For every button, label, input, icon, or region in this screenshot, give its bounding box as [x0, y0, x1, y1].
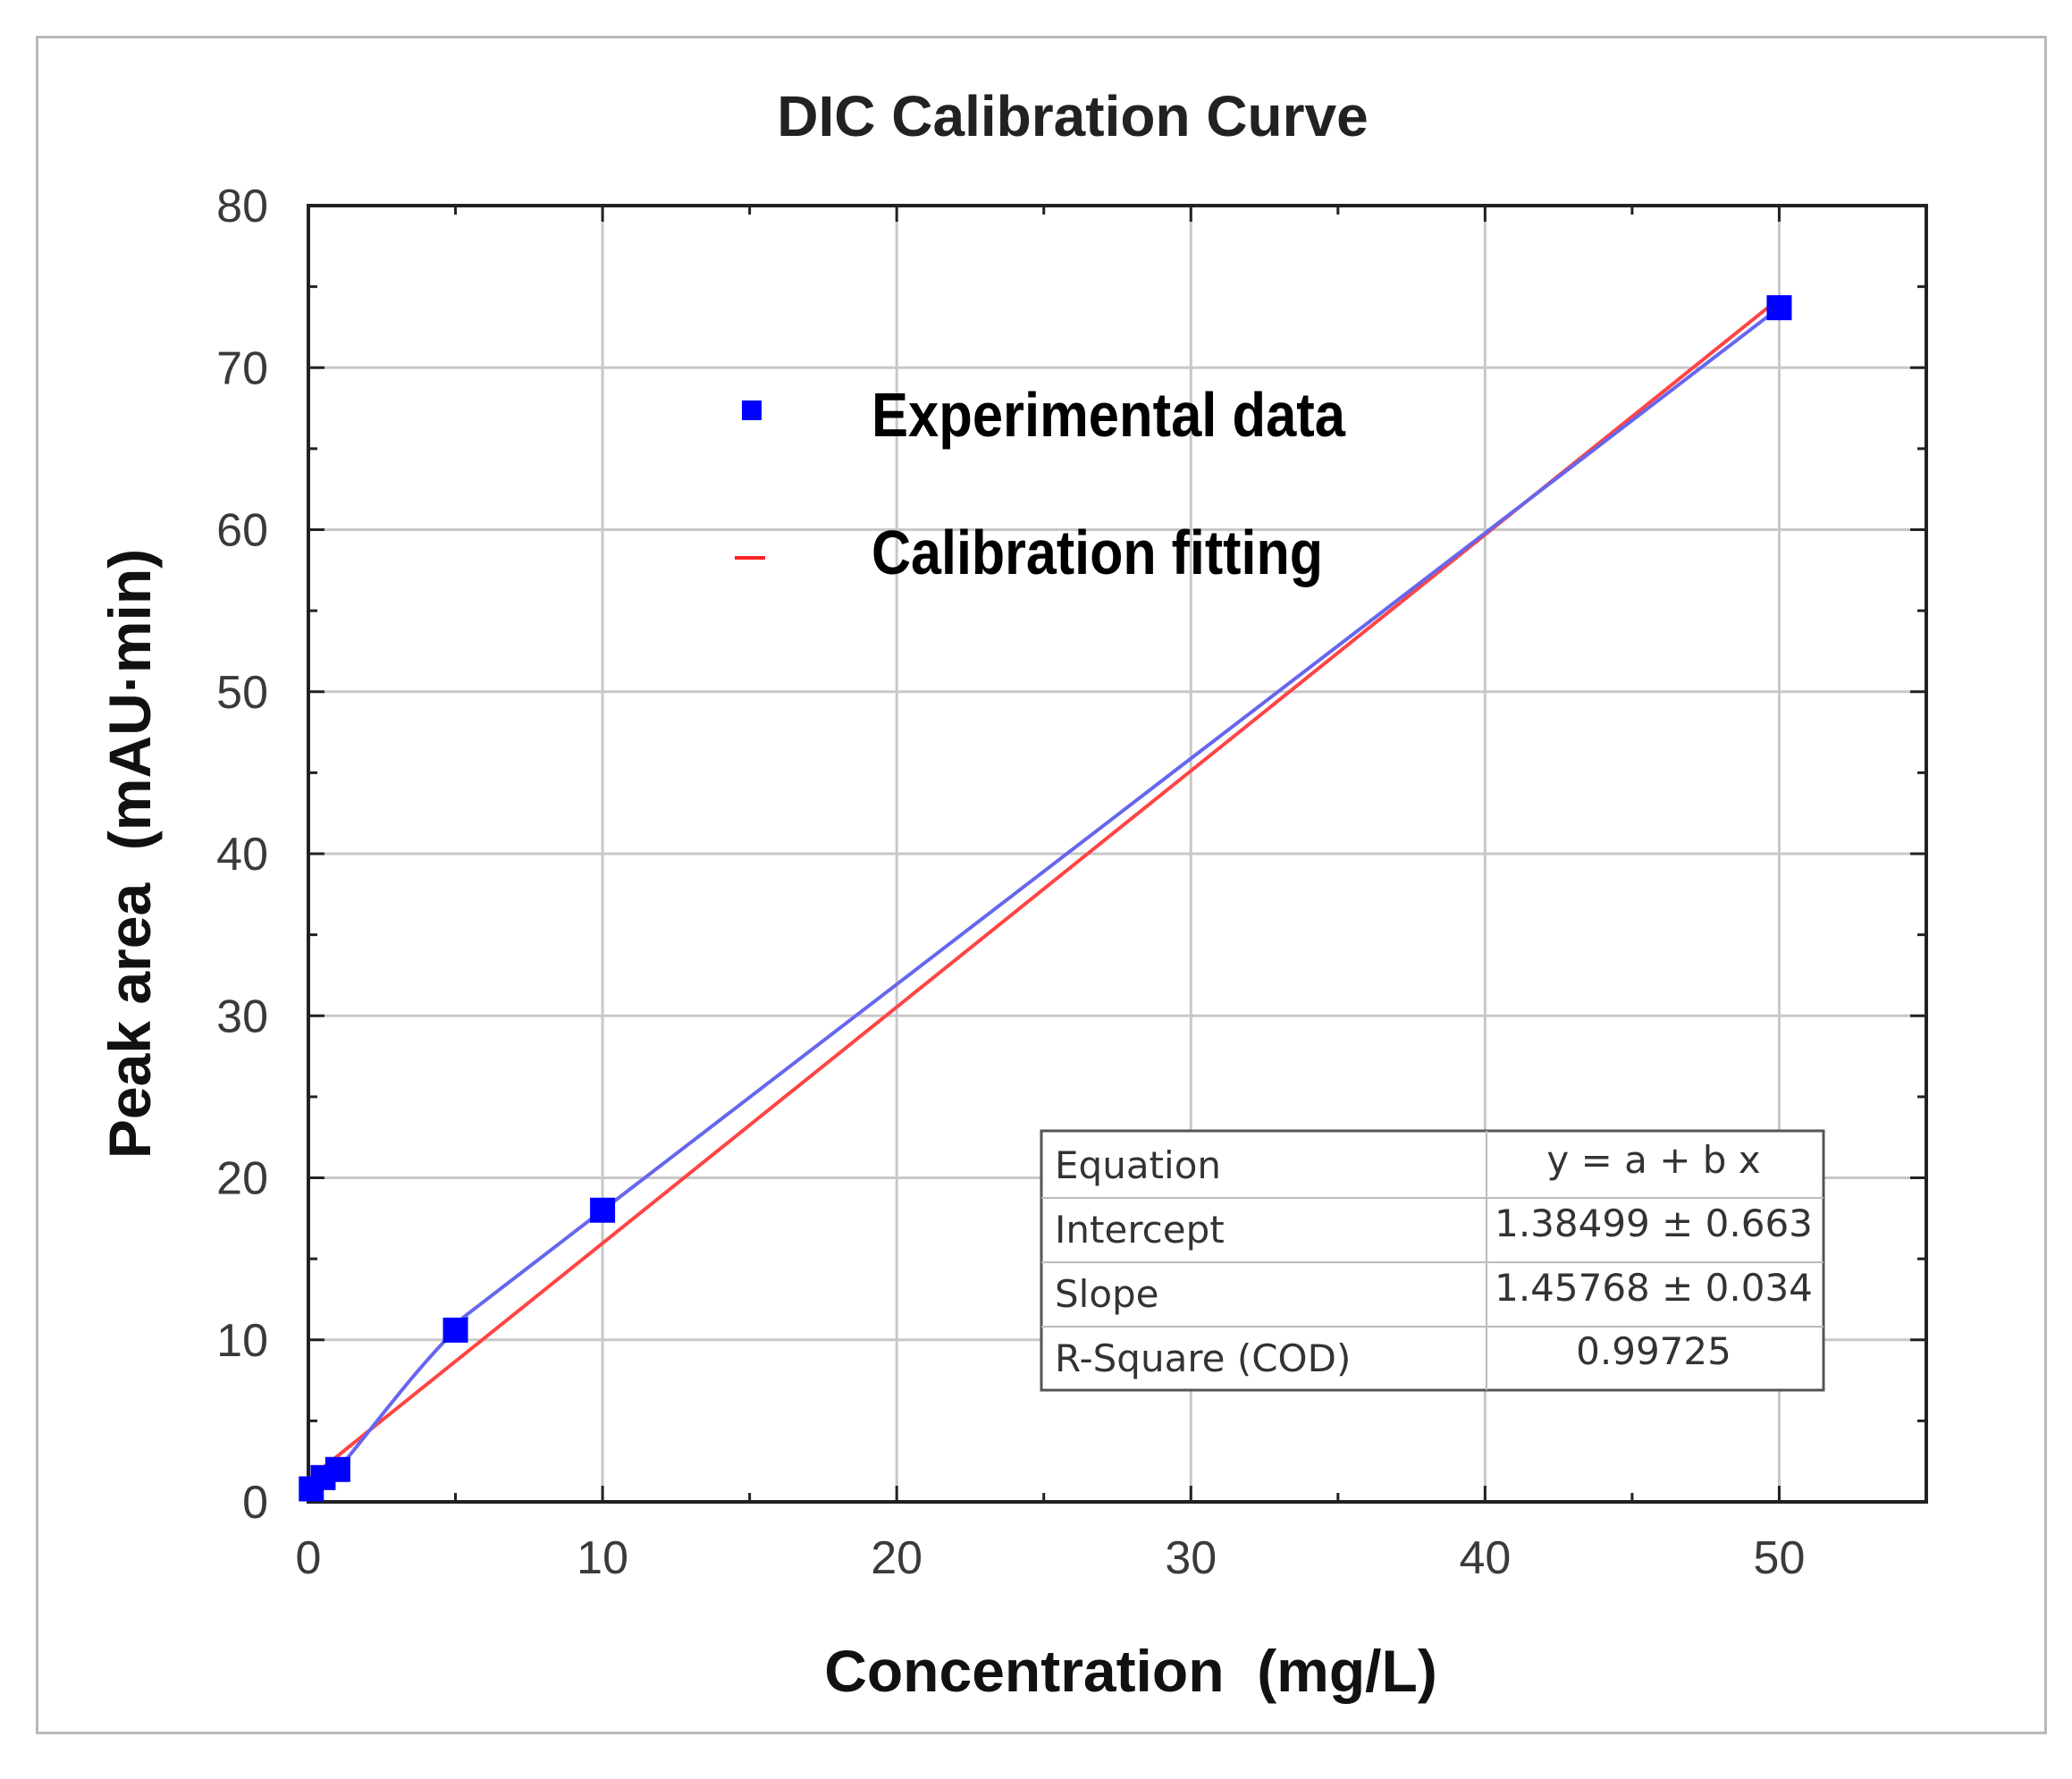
fit-table-equation-label: Equation — [1055, 1143, 1221, 1187]
chart-title: DIC Calibration Curve — [777, 84, 1368, 148]
plot-area-border — [307, 204, 1928, 1504]
fit-table-slope-label: Slope — [1055, 1272, 1159, 1316]
y-tick-label: 40 — [216, 829, 268, 881]
fit-table-intercept-value: 1.38499 ± 0.663 — [1495, 1201, 1813, 1245]
legend-label-experimental: Experimental data — [872, 380, 1346, 450]
fit-table-rsquare-value: 0.99725 — [1576, 1329, 1731, 1373]
fit-table-equation-value: y = a + b x — [1546, 1138, 1760, 1182]
tick-labels: 0 10 20 30 40 50 0 10 20 30 40 50 60 70 80 — [216, 181, 1805, 1584]
fit-table-rsquare-label: R-Square (COD) — [1055, 1336, 1351, 1380]
y-tick-label: 30 — [216, 991, 268, 1042]
y-tick-label: 80 — [216, 181, 268, 232]
x-tick-label: 50 — [1754, 1532, 1806, 1584]
data-point — [590, 1197, 616, 1223]
y-axis-label: Peak area (mAU·min) — [97, 549, 163, 1159]
y-tick-label: 60 — [216, 505, 268, 557]
legend-marker-experimental — [742, 400, 762, 420]
fit-table-slope-value: 1.45768 ± 0.034 — [1495, 1266, 1813, 1310]
fit-table-intercept-label: Intercept — [1055, 1208, 1225, 1252]
y-tick-label: 10 — [216, 1315, 268, 1367]
x-tick-label: 20 — [871, 1532, 922, 1584]
x-tick-label: 40 — [1459, 1532, 1511, 1584]
y-tick-label: 0 — [242, 1477, 268, 1529]
x-tick-label: 30 — [1165, 1532, 1217, 1584]
data-point — [442, 1317, 468, 1343]
figure-frame — [36, 36, 2047, 1734]
x-tick-label: 10 — [577, 1532, 628, 1584]
series-layer — [299, 295, 1792, 1502]
y-tick-label: 50 — [216, 667, 268, 719]
x-tick-label: 0 — [296, 1532, 322, 1584]
legend-label-fitting: Calibration fitting — [872, 518, 1323, 587]
fit-table-border — [1040, 1129, 1825, 1392]
fit-table: Equation y = a + b x Intercept 1.38499 ±… — [1040, 1129, 1825, 1392]
y-tick-label: 20 — [216, 1153, 268, 1205]
data-point — [324, 1456, 350, 1482]
y-tick-label: 70 — [216, 342, 268, 394]
data-point — [1766, 295, 1792, 321]
legend: Experimental data Calibration fitting — [735, 380, 1346, 587]
x-axis-label: Concentration (mg/L) — [824, 1638, 1437, 1704]
